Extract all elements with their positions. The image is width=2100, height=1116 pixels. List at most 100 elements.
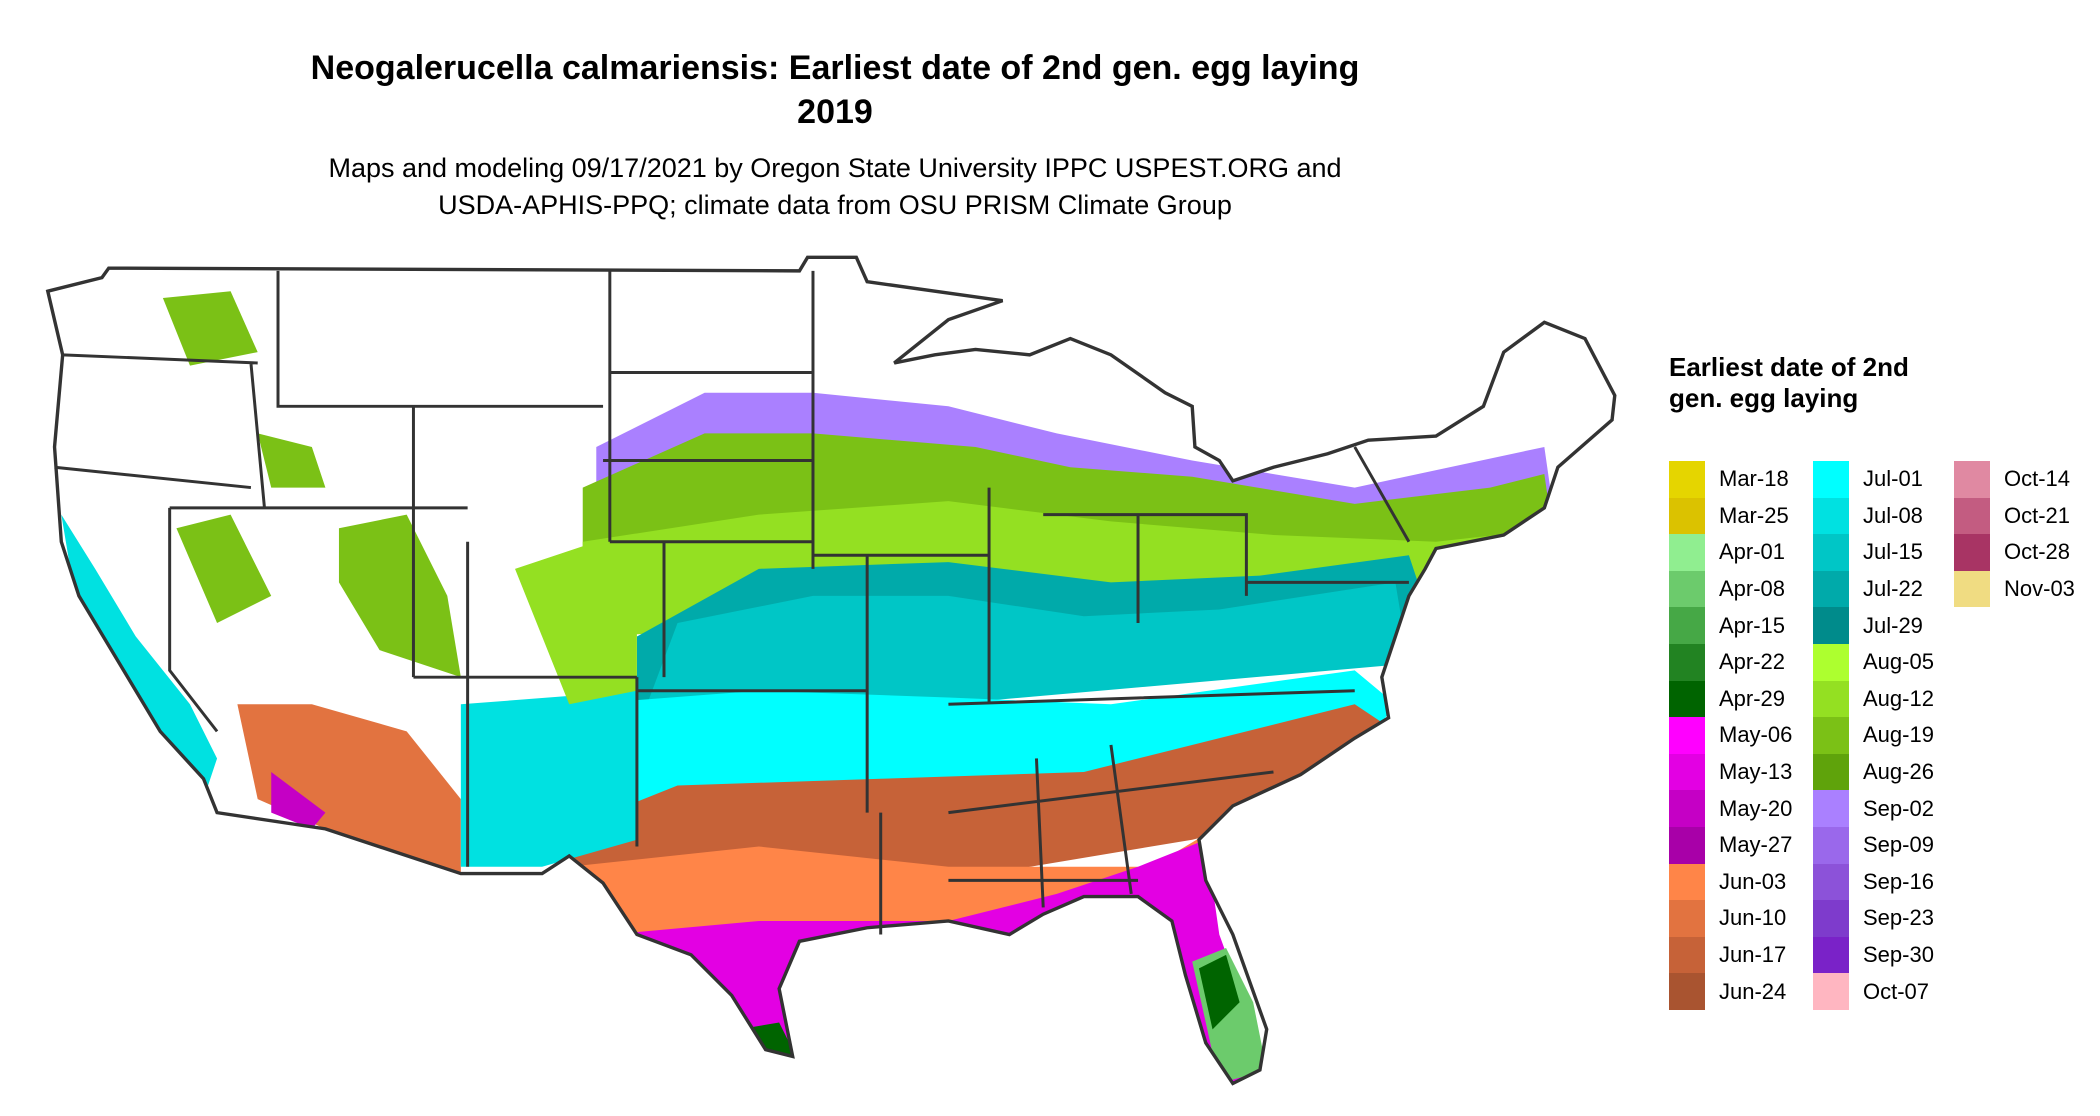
legend-label: Aug-19	[1863, 722, 1934, 748]
region-idaho-aug	[257, 433, 326, 488]
legend-column-1: Mar-18 Mar-25 Apr-01 Apr-08 Apr-15 Apr-22 Apr-…	[1669, 461, 1792, 1010]
state-boundaries	[54, 270, 1411, 935]
legend-label: Jul-08	[1863, 502, 1923, 528]
legend-item: Apr-01	[1669, 534, 1792, 571]
legend-item: Oct-21	[1954, 497, 2075, 535]
legend-swatch	[1813, 790, 1849, 827]
map-subtitle-line1: Maps and modeling 09/17/2021 by Oregon S…	[328, 153, 1342, 183]
legend-swatch	[1813, 607, 1849, 644]
legend-item: May-20	[1669, 790, 1792, 827]
legend-label: May-06	[1719, 722, 1793, 748]
map-fill-layer	[47, 257, 1615, 1084]
legend-swatch	[1669, 497, 1705, 535]
legend-swatch	[1669, 863, 1705, 901]
legend-label: Jul-29	[1863, 612, 1923, 638]
map-title-year: 2019	[797, 93, 873, 131]
legend-label: Apr-01	[1719, 539, 1786, 565]
legend-swatch	[1813, 936, 1849, 974]
legend-label: Apr-29	[1719, 685, 1786, 711]
legend-item: Oct-14	[1954, 461, 2075, 498]
legend-item: Sep-09	[1813, 826, 1934, 864]
legend-item: Apr-15	[1669, 607, 1792, 644]
legend-swatch	[1813, 753, 1849, 791]
legend-item: Aug-26	[1813, 753, 1934, 791]
region-arizona-jun	[237, 704, 461, 874]
legend-label: Oct-21	[2004, 502, 2071, 528]
legend-label: Oct-14	[2004, 466, 2071, 492]
legend-item: Sep-23	[1813, 900, 1934, 937]
legend-swatch	[1813, 717, 1849, 754]
legend-swatch	[1954, 497, 1990, 535]
legend-item: Apr-29	[1669, 680, 1792, 718]
legend-item: Sep-30	[1813, 936, 1934, 974]
legend-label: Jul-01	[1863, 466, 1923, 492]
legend-label: Jul-15	[1863, 539, 1923, 565]
legend-label: Apr-15	[1719, 612, 1786, 638]
legend-item: Aug-12	[1813, 680, 1934, 718]
legend-label: May-20	[1719, 795, 1793, 821]
legend-swatch	[1669, 680, 1705, 718]
legend-item: Jul-15	[1813, 534, 1934, 571]
legend-item: May-06	[1669, 717, 1792, 754]
legend-swatch	[1813, 863, 1849, 901]
legend-swatch	[1669, 826, 1705, 864]
legend-swatch	[1813, 826, 1849, 864]
legend-swatch	[1813, 680, 1849, 718]
legend-label: Jul-22	[1863, 576, 1923, 602]
legend-label: Sep-30	[1863, 942, 1934, 968]
legend-item: Oct-07	[1813, 973, 1934, 1010]
region-utah-aug	[338, 514, 461, 678]
region-washington-aug	[162, 291, 258, 366]
region-jun-03	[569, 812, 1301, 949]
legend-item: Sep-16	[1813, 863, 1934, 901]
legend-label: Sep-02	[1863, 795, 1934, 821]
legend-swatch	[1669, 570, 1705, 608]
legend-title: Earliest date of 2nd gen. egg laying	[1669, 352, 1909, 413]
legend-swatch	[1669, 461, 1705, 498]
legend-label: May-27	[1719, 832, 1793, 858]
region-colorado-aug	[515, 541, 637, 705]
legend-label: Mar-25	[1719, 502, 1789, 528]
legend-item: Jul-08	[1813, 497, 1934, 535]
legend-item: Apr-22	[1669, 643, 1792, 681]
legend-item: Apr-08	[1669, 570, 1792, 608]
legend-label: Sep-23	[1863, 905, 1934, 931]
map-title: Neogalerucella calmariensis: Earliest da…	[310, 49, 1360, 87]
map-subtitle-line2: USDA-APHIS-PPQ; climate data from OSU PR…	[438, 190, 1232, 220]
legend-label: Jun-03	[1719, 868, 1787, 894]
legend-item: Mar-18	[1669, 461, 1792, 498]
legend-label: Jun-10	[1719, 905, 1787, 931]
legend-label: Aug-12	[1863, 685, 1934, 711]
legend-item: Mar-25	[1669, 497, 1792, 535]
legend-item: Jun-24	[1669, 973, 1792, 1010]
legend-swatch	[1954, 534, 1990, 571]
legend-item: Jun-17	[1669, 936, 1792, 974]
legend-label: Mar-18	[1719, 466, 1789, 492]
legend-label: Aug-05	[1863, 649, 1934, 675]
legend-item: May-13	[1669, 753, 1793, 791]
region-new-mexico-jul	[460, 690, 637, 867]
legend-label: Aug-26	[1863, 759, 1934, 785]
legend-swatch	[1669, 717, 1705, 754]
legend-item: Oct-28	[1954, 534, 2075, 571]
legend-swatch	[1669, 607, 1705, 644]
legend-label: Sep-16	[1863, 868, 1934, 894]
legend-item: Jul-01	[1813, 461, 1934, 498]
legend-swatch	[1813, 900, 1849, 937]
legend-swatch	[1813, 534, 1849, 571]
legend-swatch	[1813, 497, 1849, 535]
legend-label: May-13	[1719, 759, 1793, 785]
legend-swatch	[1669, 753, 1705, 791]
legend-item: Aug-19	[1813, 717, 1934, 754]
legend-swatch	[1669, 973, 1705, 1010]
legend-label: Sep-09	[1863, 832, 1934, 858]
legend-item: Jul-29	[1813, 607, 1934, 644]
legend-item: Jun-10	[1669, 900, 1792, 937]
legend-item: Sep-02	[1813, 790, 1934, 827]
region-california-jul	[61, 514, 218, 800]
legend-swatch	[1813, 973, 1849, 1010]
legend-label: Jun-24	[1719, 978, 1787, 1004]
legend-item: Jun-03	[1669, 863, 1792, 901]
legend-item: Aug-05	[1813, 643, 1934, 681]
